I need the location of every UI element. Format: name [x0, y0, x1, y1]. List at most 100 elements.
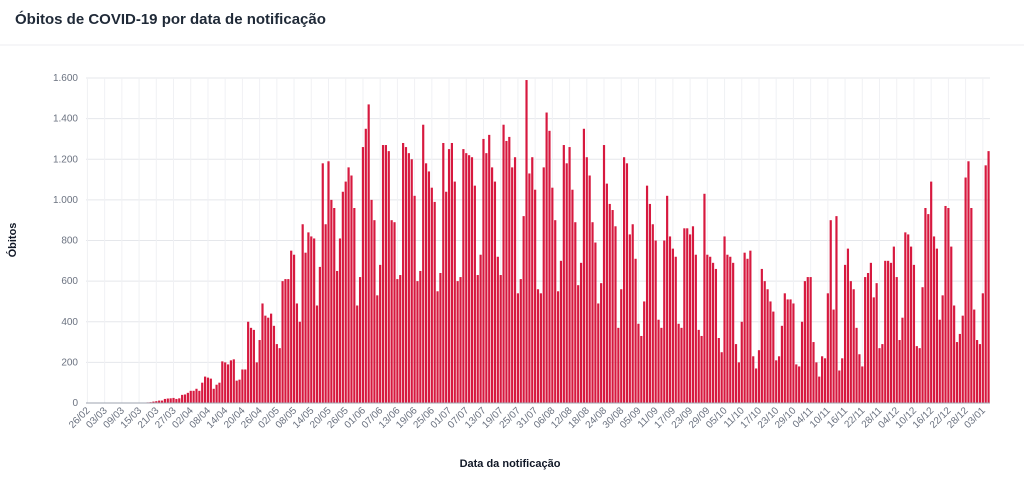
bar — [565, 163, 568, 403]
bar — [189, 390, 192, 403]
bar — [620, 289, 623, 403]
bar — [462, 149, 465, 403]
bar — [427, 171, 431, 403]
bar — [247, 321, 250, 403]
bar — [396, 279, 399, 403]
bar — [545, 112, 548, 403]
bar — [522, 216, 525, 403]
bar — [752, 356, 755, 403]
bar — [539, 293, 542, 403]
bar — [614, 226, 617, 403]
bar — [597, 303, 600, 403]
bar — [818, 376, 821, 403]
bar — [600, 283, 603, 403]
bar — [955, 342, 959, 403]
bar — [298, 321, 301, 403]
bar — [585, 157, 588, 403]
bar — [958, 333, 961, 403]
bar — [835, 216, 838, 403]
bar — [866, 273, 870, 403]
bar — [878, 348, 881, 403]
bar — [812, 342, 815, 403]
bar — [482, 138, 485, 403]
bar — [419, 270, 422, 403]
bar — [252, 329, 255, 403]
bar — [594, 242, 597, 403]
bar — [749, 250, 752, 403]
bar — [315, 305, 319, 403]
bar — [889, 262, 893, 403]
bar — [330, 199, 333, 403]
bar — [967, 161, 970, 403]
bar — [726, 254, 729, 403]
bar — [272, 325, 276, 403]
bar — [313, 238, 316, 403]
bar — [249, 327, 253, 403]
bar — [416, 281, 419, 403]
bar — [450, 143, 453, 403]
bar — [651, 224, 654, 403]
bar — [755, 368, 758, 403]
bar — [390, 220, 393, 403]
bar — [574, 222, 577, 403]
bar — [192, 390, 195, 403]
bar — [703, 193, 706, 403]
bar — [404, 147, 408, 403]
bar — [571, 189, 574, 403]
bar — [172, 397, 175, 403]
bar — [800, 321, 804, 403]
bar — [485, 153, 488, 403]
bar — [668, 236, 672, 403]
y-tick-label: 0 — [72, 398, 78, 409]
bar — [442, 143, 445, 403]
bar — [270, 313, 273, 403]
bar — [760, 268, 763, 403]
bar — [723, 236, 726, 403]
bar — [447, 149, 451, 403]
bar — [757, 350, 761, 403]
bar — [301, 224, 304, 403]
y-tick-label: 200 — [61, 357, 78, 368]
bar — [218, 382, 221, 403]
bar — [413, 195, 416, 403]
bar — [562, 145, 565, 403]
bar — [829, 220, 832, 403]
bar — [407, 153, 410, 403]
y-tick-label: 1.400 — [53, 114, 78, 125]
bar — [353, 208, 356, 403]
bar — [479, 254, 482, 403]
bar — [152, 401, 155, 403]
bar — [740, 321, 743, 403]
bar — [855, 327, 858, 403]
bar — [674, 256, 677, 403]
y-tick-label: 1.600 — [53, 73, 78, 84]
bar — [290, 250, 293, 403]
bar — [327, 161, 330, 403]
bar — [734, 344, 738, 403]
bar — [508, 136, 511, 403]
bar — [700, 335, 703, 403]
bar — [743, 252, 746, 403]
bar — [660, 327, 663, 403]
bar — [229, 360, 233, 403]
bar — [267, 317, 270, 403]
bar — [410, 159, 413, 403]
bar — [554, 220, 557, 403]
bar — [935, 248, 938, 403]
bar — [370, 199, 373, 403]
bar — [287, 279, 290, 403]
bar — [163, 398, 167, 403]
chart-title: Óbitos de COVID-19 por data de notificaç… — [15, 10, 326, 28]
bar — [379, 264, 382, 403]
bar — [666, 195, 669, 403]
bar — [493, 181, 497, 403]
bar — [809, 277, 812, 403]
bar — [772, 311, 775, 403]
bar — [402, 143, 405, 403]
bar — [364, 128, 367, 403]
bar — [169, 398, 172, 403]
bar — [677, 323, 680, 403]
bar — [984, 165, 987, 403]
bar — [777, 356, 781, 403]
